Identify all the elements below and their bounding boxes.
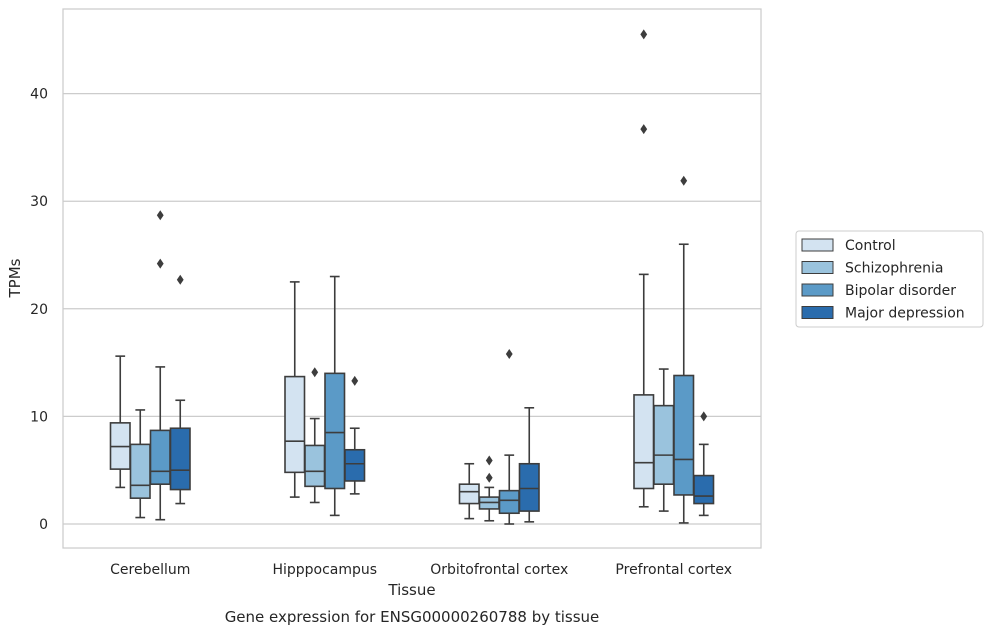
box-group	[284, 281, 306, 498]
box-group	[344, 375, 366, 495]
chart-caption: Gene expression for ENSG00000260788 by t…	[225, 608, 600, 626]
box-group	[478, 455, 500, 522]
y-tick-label: 10	[30, 409, 48, 425]
outlier-point	[351, 375, 359, 386]
y-tick-label: 30	[30, 194, 48, 210]
legend-label: Control	[845, 238, 896, 254]
outlier-point	[505, 348, 513, 359]
outlier-point	[700, 411, 708, 422]
box	[324, 372, 346, 490]
legend-label: Major depression	[845, 306, 965, 322]
box	[284, 375, 306, 474]
outlier-point	[485, 455, 493, 466]
legend-swatch	[801, 261, 834, 274]
box	[129, 443, 151, 499]
box	[518, 462, 540, 512]
x-tick-label: Prefrontal cortex	[615, 562, 732, 578]
outlier-point	[156, 210, 164, 221]
outlier-point	[640, 124, 648, 135]
legend-swatch	[801, 283, 834, 297]
y-tick-label: 0	[39, 517, 48, 533]
box	[149, 429, 171, 485]
box	[633, 394, 655, 490]
outlier-point	[640, 29, 648, 40]
x-tick-labels: Cerebellum Hipppocampus Orbitofrontal cort…	[110, 562, 732, 578]
box-group	[324, 275, 346, 517]
outlier-point	[485, 472, 493, 483]
box-group	[458, 462, 480, 520]
outlier-point	[156, 258, 164, 269]
x-tick-label: Orbitofrontal cortex	[430, 562, 568, 578]
box	[673, 374, 695, 496]
legend-label: Schizophrenia	[845, 261, 943, 277]
outlier-point	[176, 274, 184, 285]
box	[458, 483, 480, 505]
box-group	[109, 355, 131, 489]
legend-swatch	[801, 306, 834, 319]
box-group	[673, 175, 695, 524]
box-group	[129, 409, 151, 519]
outlier-point	[311, 367, 319, 378]
box-series	[109, 29, 715, 525]
x-tick-label: Cerebellum	[110, 562, 190, 578]
box-group	[693, 411, 715, 517]
y-tick-label: 20	[30, 302, 48, 318]
box	[653, 404, 675, 485]
box	[693, 474, 715, 505]
outlier-point	[680, 175, 688, 186]
legend-swatch	[801, 238, 834, 252]
x-axis-label: Tissue	[387, 581, 435, 599]
legend-frame	[795, 230, 984, 328]
legend-label: Bipolar disorder	[845, 283, 956, 299]
box	[498, 489, 520, 515]
box-group	[518, 406, 540, 523]
box-group	[149, 210, 171, 521]
box-group	[304, 367, 326, 504]
y-tick-label: 40	[30, 87, 48, 103]
y-tick-labels: 0 10 20 30 40	[30, 87, 48, 533]
box	[344, 448, 366, 482]
box	[304, 444, 326, 488]
box-group	[169, 274, 191, 505]
legend: Control Schizophrenia Bipolar disorder Majo…	[795, 230, 984, 328]
y-axis-label: TPMs	[6, 258, 24, 298]
x-tick-label: Hipppocampus	[272, 562, 377, 578]
box-group	[498, 348, 520, 525]
box	[169, 427, 191, 491]
